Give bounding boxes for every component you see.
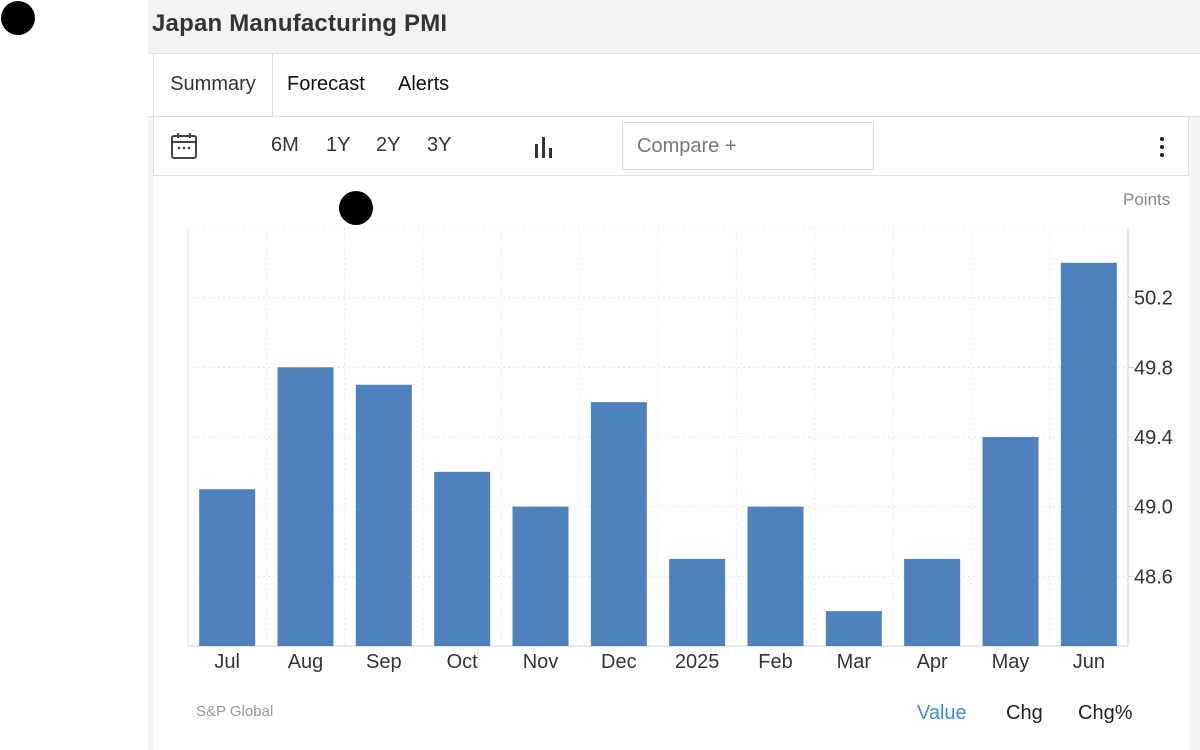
bar <box>825 611 882 646</box>
y-tick-label: 49.8 <box>1134 357 1173 379</box>
y-tick-label: 50.2 <box>1134 288 1173 310</box>
y-tick-label: 49.0 <box>1134 497 1173 519</box>
x-tick-label: Nov <box>523 651 559 673</box>
x-tick-label: Feb <box>758 651 792 673</box>
x-tick-label: Jul <box>214 651 240 673</box>
bar <box>904 558 961 646</box>
x-tick-label: Jun <box>1073 651 1105 673</box>
bar <box>434 471 491 646</box>
x-tick-label: Mar <box>837 651 872 673</box>
calendar-icon[interactable] <box>170 131 198 161</box>
compare-input[interactable] <box>622 122 874 170</box>
chart-toolbar: 6M 1Y 2Y 3Y <box>153 116 1189 176</box>
y-tick-label: 48.6 <box>1134 566 1173 588</box>
cursor-marker-dot-2 <box>339 191 373 225</box>
bar <box>355 384 412 646</box>
cursor-marker-dot <box>1 1 35 35</box>
x-tick-label: Sep <box>366 651 402 673</box>
bar <box>512 506 569 646</box>
unit-label: Points <box>1123 190 1171 209</box>
range-1y-button[interactable]: 1Y <box>326 134 351 156</box>
bar <box>747 506 804 646</box>
tab-summary[interactable]: Summary <box>153 54 273 116</box>
y-tick-label: 49.4 <box>1134 427 1173 449</box>
x-tick-label: Apr <box>917 651 948 673</box>
source-label: S&P Global <box>196 703 274 720</box>
range-2y-button[interactable]: 2Y <box>376 134 401 156</box>
tab-alerts[interactable]: Alerts <box>398 73 450 95</box>
x-tick-label: May <box>992 651 1030 673</box>
x-tick-label: Aug <box>288 651 324 673</box>
bar-chart-icon[interactable] <box>532 134 556 160</box>
bar <box>982 437 1039 646</box>
more-options-icon[interactable] <box>1154 135 1170 159</box>
x-tick-label: Dec <box>601 651 637 673</box>
mode-value-button[interactable]: Value <box>917 702 967 724</box>
bar <box>669 558 726 646</box>
left-margin <box>0 0 148 750</box>
mode-chg-percent-button[interactable]: Chg% <box>1078 702 1133 724</box>
page-title: Japan Manufacturing PMI <box>152 10 448 37</box>
range-3y-button[interactable]: 3Y <box>427 134 452 156</box>
bar <box>199 489 256 646</box>
bar <box>1060 262 1117 646</box>
x-tick-label: 2025 <box>675 651 720 673</box>
range-6m-button[interactable]: 6M <box>271 134 299 156</box>
tab-bar: Summary Forecast Alerts <box>148 53 1200 117</box>
mode-chg-button[interactable]: Chg <box>1006 702 1043 724</box>
bar <box>590 402 647 646</box>
bar <box>277 367 334 646</box>
x-tick-label: Oct <box>447 651 479 673</box>
tab-forecast[interactable]: Forecast <box>287 73 365 95</box>
